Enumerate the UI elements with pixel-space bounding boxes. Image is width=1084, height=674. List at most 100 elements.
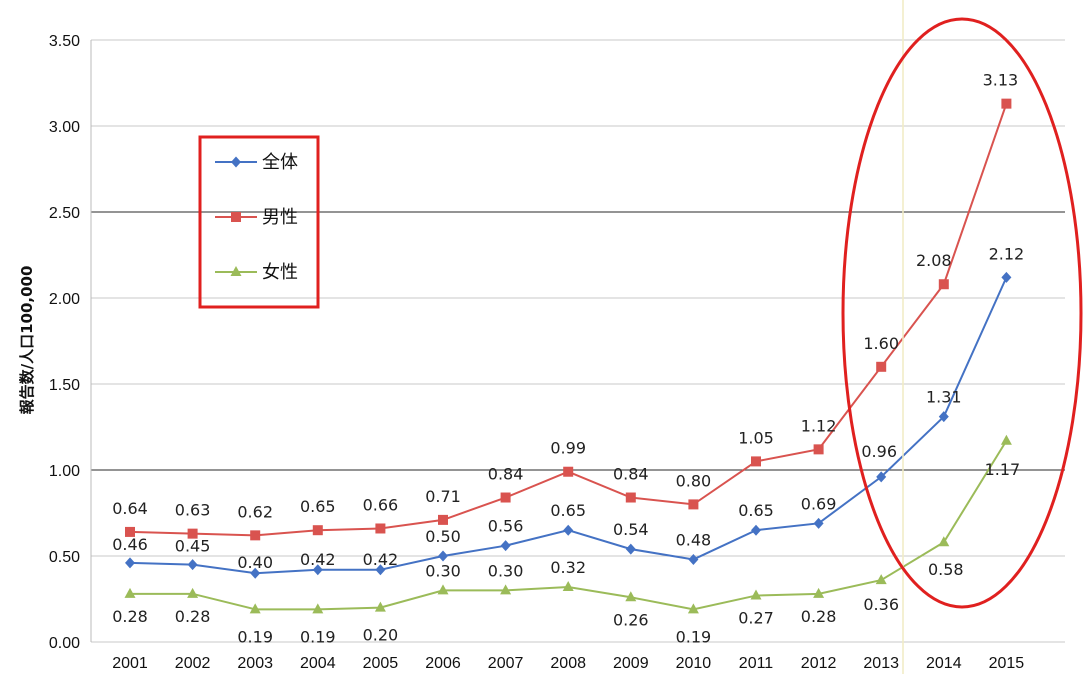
x-tick-label: 2011	[739, 655, 774, 672]
data-label: 0.69	[801, 494, 837, 513]
data-point	[938, 279, 949, 290]
data-point	[187, 559, 198, 571]
data-label: 0.99	[550, 439, 586, 458]
data-point	[813, 517, 824, 529]
data-point	[938, 411, 949, 423]
data-label: 3.13	[983, 71, 1019, 90]
data-label: 0.66	[363, 495, 399, 514]
data-labels: 0.64 0.63 0.62 0.65 0.66 0.71 0.84 0.99 0.84 0.80…	[112, 71, 1024, 647]
data-label: 0.40	[237, 553, 273, 572]
data-point	[688, 553, 699, 565]
data-label: 0.45	[175, 537, 211, 556]
y-tick-label: 3.50	[49, 33, 80, 50]
data-label: 1.17	[985, 460, 1021, 479]
data-label: 0.80	[676, 471, 712, 490]
data-point	[500, 584, 512, 595]
data-point	[876, 471, 887, 483]
data-point	[625, 492, 636, 503]
data-label: 0.20	[363, 626, 399, 645]
data-label: 2.08	[916, 251, 952, 270]
x-tick-label: 2013	[863, 655, 899, 672]
data-point	[500, 492, 511, 503]
x-tick-label: 2005	[363, 655, 399, 672]
x-tick-label: 2001	[112, 655, 148, 672]
data-point	[312, 564, 323, 576]
x-tick-label: 2014	[926, 655, 962, 672]
data-label: 0.19	[300, 627, 336, 646]
data-label: 0.50	[425, 527, 461, 546]
data-point	[438, 550, 448, 562]
data-point	[750, 589, 762, 600]
data-point	[231, 156, 241, 168]
data-label: 2.12	[989, 244, 1025, 263]
data-label: 0.27	[738, 609, 774, 628]
data-label: 0.26	[613, 610, 649, 629]
data-point	[625, 543, 636, 555]
data-point	[1001, 98, 1012, 109]
legend-label: 全体	[262, 152, 298, 173]
series-triangle	[124, 434, 1012, 614]
y-tick-label: 2.50	[49, 205, 80, 222]
data-label: 0.63	[175, 501, 211, 520]
x-tick-label: 2015	[989, 655, 1025, 672]
x-tick-label: 2007	[488, 655, 524, 672]
data-point	[187, 587, 199, 598]
highlight-ellipse	[841, 17, 1083, 609]
data-label: 0.36	[863, 595, 899, 614]
data-label: 0.96	[861, 442, 897, 461]
series-group	[124, 98, 1012, 614]
data-label: 0.71	[425, 487, 461, 506]
data-point	[312, 603, 324, 614]
data-label: 0.28	[801, 607, 837, 626]
data-point	[562, 580, 574, 591]
data-point	[125, 557, 135, 569]
data-point	[125, 526, 135, 537]
legend-highlight-box	[198, 135, 320, 309]
data-point	[375, 523, 386, 534]
data-point	[438, 514, 448, 525]
data-point	[1000, 434, 1012, 445]
data-label: 0.42	[363, 550, 399, 569]
data-point	[751, 524, 761, 536]
data-label: 0.46	[112, 535, 148, 554]
data-point	[124, 587, 136, 598]
data-label: 1.60	[863, 334, 899, 353]
gridlines	[91, 39, 1065, 643]
x-tick-label: 2012	[801, 655, 837, 672]
legend-label: 男性	[262, 207, 298, 228]
legend-item: 全体	[215, 152, 298, 173]
data-label: 0.28	[175, 607, 211, 626]
x-tick-label: 2002	[175, 655, 211, 672]
data-point	[374, 601, 386, 612]
y-tick-label: 0.50	[49, 549, 80, 566]
data-point	[250, 567, 261, 579]
data-label: 1.12	[801, 416, 837, 435]
x-tick-labels: 2001 2002 2003 2004 2005 2006 2007 2008 2009 2010…	[112, 655, 1024, 672]
x-tick-label: 2003	[237, 655, 273, 672]
data-point	[563, 466, 574, 477]
y-tick-label: 1.50	[49, 377, 80, 394]
y-tick-label: 0.00	[49, 635, 80, 652]
data-label: 0.62	[237, 502, 273, 521]
data-point	[687, 603, 699, 614]
data-point	[231, 212, 241, 222]
legend-item: 男性	[215, 207, 298, 228]
data-label: 0.28	[112, 607, 148, 626]
data-point	[938, 536, 950, 547]
y-tick-label: 1.00	[49, 463, 80, 480]
data-point	[187, 528, 198, 539]
legend-item: 女性	[215, 262, 298, 283]
data-point	[249, 603, 261, 614]
y-tick-label: 2.00	[49, 291, 80, 308]
data-point	[876, 361, 887, 372]
data-label: 0.65	[300, 497, 336, 516]
series-diamond	[125, 271, 1012, 579]
data-point	[751, 456, 761, 467]
x-tick-label: 2006	[425, 655, 461, 672]
data-label: 1.31	[926, 388, 962, 407]
data-label: 0.54	[613, 520, 649, 539]
data-label: 0.65	[738, 501, 774, 520]
data-label: 0.84	[488, 465, 524, 484]
data-point	[437, 584, 449, 595]
